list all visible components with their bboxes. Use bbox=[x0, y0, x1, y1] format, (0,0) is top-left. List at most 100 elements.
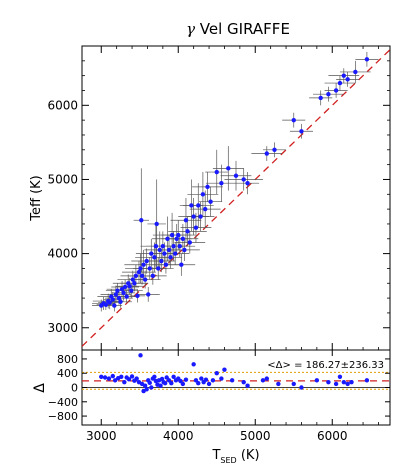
data-point bbox=[219, 180, 224, 186]
data-point bbox=[159, 258, 164, 264]
data-point bbox=[144, 258, 149, 264]
residual-point bbox=[203, 377, 209, 382]
data-point bbox=[179, 262, 184, 267]
residual-point bbox=[349, 379, 354, 385]
residual-point bbox=[162, 381, 168, 386]
residual-point bbox=[199, 376, 204, 381]
data-point bbox=[127, 284, 132, 289]
data-point bbox=[132, 281, 137, 286]
data-point bbox=[138, 266, 143, 271]
data-point bbox=[187, 240, 192, 245]
residual-point bbox=[171, 374, 176, 379]
residual-point bbox=[149, 385, 154, 390]
data-point bbox=[182, 247, 187, 253]
residual-point bbox=[99, 374, 104, 379]
residual-point bbox=[196, 381, 201, 386]
residual-point bbox=[206, 381, 212, 387]
residual-point bbox=[241, 379, 246, 385]
main-plot: 3000 4000 5000 6000 Teff (K) bbox=[29, 45, 391, 351]
data-point bbox=[153, 243, 159, 249]
data-point bbox=[185, 229, 190, 234]
residual-y-tick-label: −400 bbox=[48, 396, 78, 409]
data-point bbox=[116, 295, 122, 301]
data-point bbox=[165, 236, 170, 241]
data-point bbox=[136, 269, 142, 275]
main-y-ticks: 3000 4000 5000 6000 bbox=[47, 60, 390, 335]
data-point bbox=[152, 255, 157, 260]
data-point bbox=[193, 225, 199, 230]
x-axis-label-main: T bbox=[211, 448, 220, 463]
residual-point bbox=[138, 353, 143, 358]
data-point bbox=[168, 255, 173, 260]
residual-point bbox=[142, 383, 148, 388]
data-point bbox=[174, 236, 179, 241]
data-point bbox=[154, 221, 159, 227]
residual-point bbox=[129, 374, 135, 379]
residual-point bbox=[333, 381, 339, 387]
residual-point bbox=[291, 381, 296, 387]
residual-point bbox=[147, 380, 152, 386]
x-tick-label: 3000 bbox=[86, 429, 117, 443]
residual-y-tick-label: 800 bbox=[57, 353, 78, 366]
data-point bbox=[147, 266, 152, 271]
residual-point bbox=[183, 377, 189, 382]
residual-point bbox=[112, 378, 118, 383]
residual-point bbox=[314, 378, 320, 383]
data-point bbox=[162, 251, 167, 256]
residual-point bbox=[214, 371, 219, 376]
data-point bbox=[142, 277, 148, 282]
data-point bbox=[233, 173, 239, 178]
data-point bbox=[146, 292, 151, 297]
residual-point bbox=[110, 373, 116, 379]
data-point bbox=[214, 169, 219, 175]
data-point bbox=[333, 88, 339, 93]
data-point bbox=[150, 273, 156, 279]
residual-point bbox=[219, 376, 224, 381]
data-point bbox=[291, 117, 296, 123]
data-point bbox=[139, 273, 145, 279]
residual-point bbox=[106, 376, 112, 381]
data-point bbox=[196, 203, 201, 208]
x-axis-label: TSED (K) bbox=[211, 448, 259, 465]
data-point bbox=[364, 57, 370, 62]
x-axis-label-sub: SED bbox=[220, 456, 236, 465]
data-point bbox=[163, 262, 169, 267]
data-point bbox=[103, 302, 109, 307]
residual-point bbox=[229, 378, 235, 383]
x-tick-label: 4000 bbox=[163, 429, 194, 443]
x-axis-label-unit: (K) bbox=[237, 448, 260, 463]
data-point bbox=[203, 206, 208, 212]
residual-point bbox=[345, 381, 350, 387]
data-point bbox=[113, 292, 119, 297]
mean-annotation: <Δ> = 186.27±236.33 bbox=[267, 360, 384, 371]
residual-y-tick-label: 400 bbox=[57, 367, 78, 380]
residual-point bbox=[222, 367, 227, 372]
data-point bbox=[198, 214, 203, 219]
data-point bbox=[318, 95, 323, 101]
data-point bbox=[135, 293, 140, 299]
data-point bbox=[171, 243, 176, 249]
data-point bbox=[299, 129, 304, 134]
x-tick-label: 6000 bbox=[317, 429, 348, 443]
x-tick-label: 5000 bbox=[240, 429, 271, 443]
data-point bbox=[176, 232, 181, 238]
residual-point bbox=[102, 375, 108, 380]
residual-point bbox=[276, 381, 281, 387]
data-point bbox=[133, 273, 139, 279]
data-point bbox=[121, 290, 126, 296]
residual-point bbox=[134, 376, 139, 381]
data-point bbox=[183, 218, 189, 223]
data-point bbox=[157, 247, 162, 253]
residual-point bbox=[158, 383, 163, 388]
data-point bbox=[208, 199, 213, 204]
y-tick-label: 5000 bbox=[47, 172, 78, 186]
residual-y-axis-label: Δ bbox=[32, 383, 48, 393]
data-point bbox=[245, 180, 250, 186]
residual-point bbox=[122, 379, 127, 385]
y-tick-label: 6000 bbox=[47, 98, 78, 112]
data-point bbox=[191, 214, 196, 219]
data-point bbox=[241, 177, 246, 182]
chart-title: γ Vel GIRAFFE bbox=[186, 20, 290, 38]
